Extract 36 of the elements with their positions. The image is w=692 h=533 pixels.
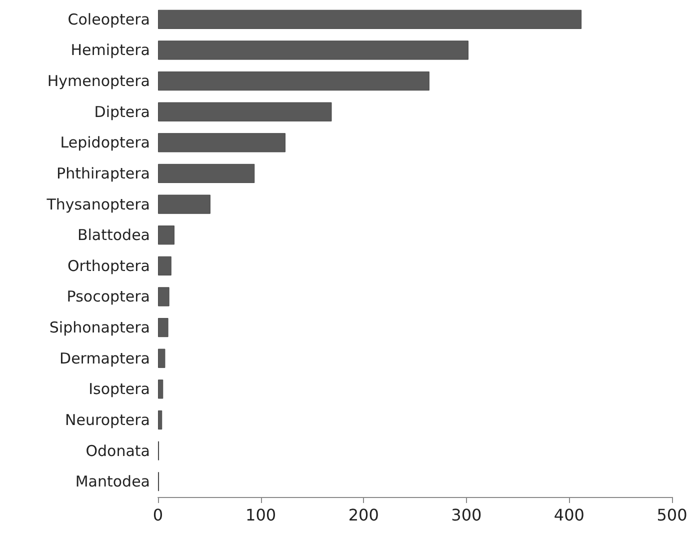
y-tick-label: Hemiptera xyxy=(70,41,150,60)
bar xyxy=(158,256,172,276)
y-tick-label: Diptera xyxy=(94,102,150,121)
y-tick-label: Coleoptera xyxy=(68,10,150,28)
x-tick-label: 0 xyxy=(152,506,164,524)
bar xyxy=(158,10,582,29)
y-tick-label: Psocoptera xyxy=(66,288,150,306)
x-tick-label: 500 xyxy=(656,506,688,524)
x-tick-label: 300 xyxy=(451,506,482,524)
y-tick-label: Mantodea xyxy=(75,472,150,491)
y-tick-label: Dermaptera xyxy=(60,349,150,368)
y-tick-label: Siphonaptera xyxy=(49,318,150,337)
bar xyxy=(158,318,168,338)
y-tick-label: Isoptera xyxy=(88,380,150,398)
bar xyxy=(158,40,468,60)
y-tick-label: Lepidoptera xyxy=(60,134,150,152)
x-tick-label: 400 xyxy=(554,506,584,524)
y-tick-label: Thysanoptera xyxy=(46,195,150,214)
bar xyxy=(158,102,332,122)
y-tick-label: Neuroptera xyxy=(65,410,150,429)
y-tick-label: Odonata xyxy=(86,442,150,460)
y-tick-label: Orthoptera xyxy=(67,256,150,275)
bar xyxy=(158,410,162,430)
bar xyxy=(158,348,166,368)
y-tick-label: Hymenoptera xyxy=(47,72,150,90)
bar xyxy=(158,287,170,306)
y-tick-label: Blattodea xyxy=(77,226,150,244)
x-tick-label: 100 xyxy=(246,506,276,524)
y-tick-label: Phthiraptera xyxy=(56,164,150,182)
bar xyxy=(158,164,255,184)
bar xyxy=(158,194,210,214)
bar xyxy=(158,380,164,399)
bar xyxy=(158,133,286,152)
bar xyxy=(158,71,430,91)
x-tick-label: 200 xyxy=(348,506,379,524)
bar xyxy=(158,226,174,245)
